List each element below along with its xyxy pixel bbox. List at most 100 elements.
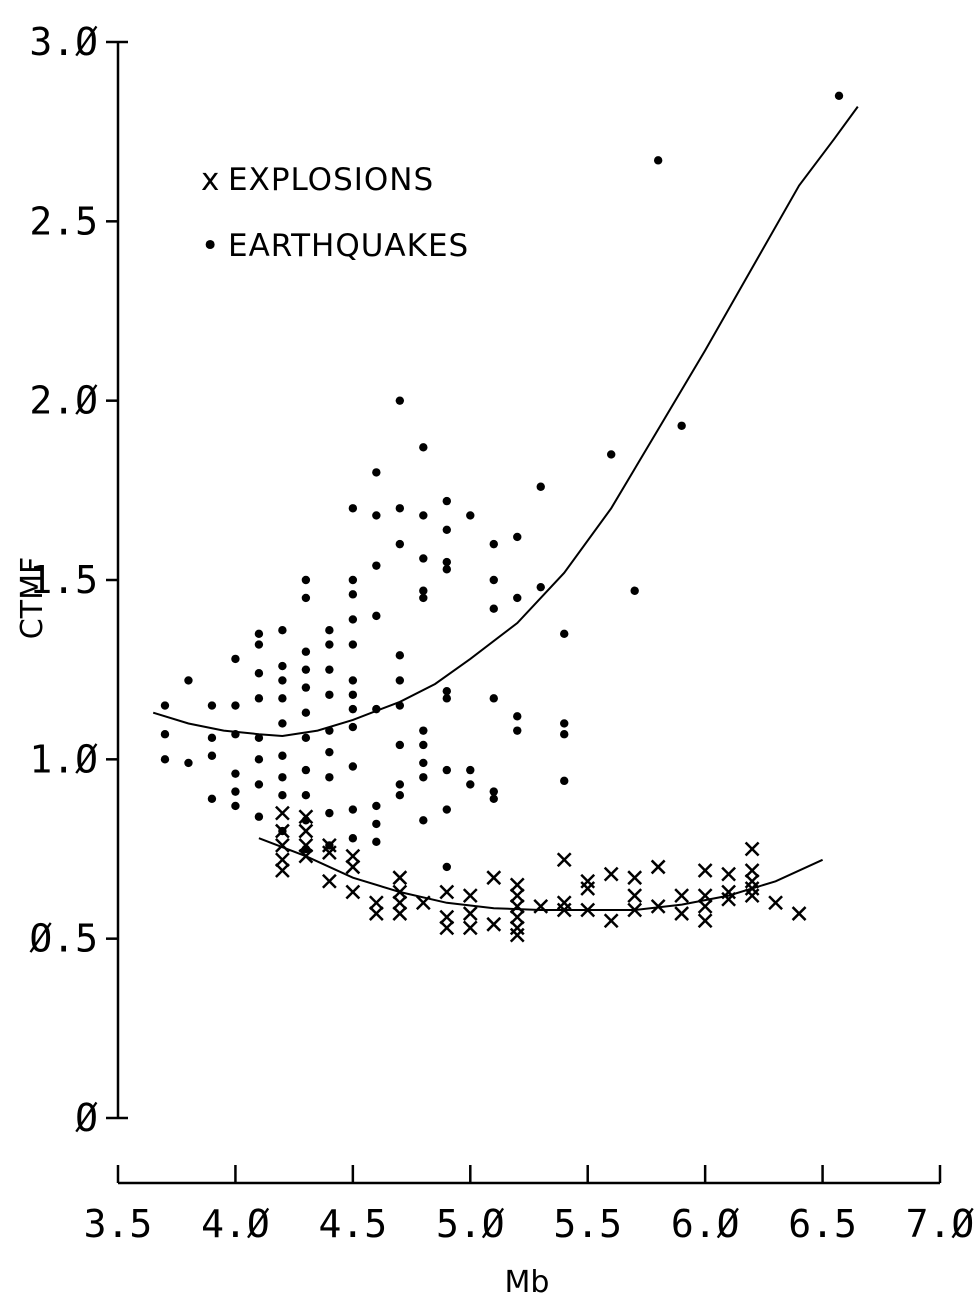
earthquake-point bbox=[301, 683, 311, 692]
explosion-point-stroke bbox=[509, 899, 525, 914]
earthquake-point bbox=[278, 626, 287, 635]
x-tick-label: 3.5 bbox=[84, 1202, 153, 1246]
earthquake-point bbox=[513, 712, 522, 721]
earthquake-point bbox=[301, 665, 311, 674]
explosion-point-stroke bbox=[321, 845, 337, 860]
earthquake-point bbox=[372, 801, 381, 811]
earthquake-point bbox=[278, 751, 287, 760]
explosion-point-stroke bbox=[744, 841, 760, 857]
explosion-point bbox=[275, 823, 290, 839]
x-tick-label: 7.Ø bbox=[906, 1202, 974, 1246]
explosion-point-stroke bbox=[580, 881, 596, 896]
explosion-point bbox=[415, 895, 431, 911]
explosion-point-stroke bbox=[345, 859, 361, 875]
explosion-point-stroke bbox=[533, 899, 549, 914]
explosion-point-stroke bbox=[275, 805, 290, 821]
earthquake-point bbox=[677, 421, 686, 430]
explosion-point bbox=[439, 884, 455, 900]
explosion-point bbox=[697, 899, 713, 914]
explosion-point bbox=[744, 873, 760, 889]
explosion-point bbox=[674, 888, 690, 904]
explosion-point bbox=[627, 870, 643, 886]
earthquake-point bbox=[254, 812, 264, 821]
explosion-point bbox=[768, 895, 783, 911]
explosion-point bbox=[275, 838, 290, 853]
explosion-point bbox=[298, 823, 314, 839]
earthquake-point bbox=[231, 730, 240, 739]
explosion-point-stroke bbox=[415, 895, 431, 911]
earthquake-point bbox=[419, 593, 428, 603]
explosion-point-stroke bbox=[486, 916, 502, 932]
earthquake-point bbox=[325, 808, 334, 818]
earthquake-point bbox=[348, 676, 358, 685]
explosion-point bbox=[697, 863, 713, 878]
earthquake-point bbox=[419, 511, 428, 520]
explosion-point-stroke bbox=[275, 863, 290, 878]
earthquake-point bbox=[325, 626, 334, 635]
explosion-point bbox=[650, 899, 666, 914]
explosion-point bbox=[697, 913, 713, 929]
earthquake-point bbox=[466, 765, 475, 775]
earthquake-point bbox=[160, 701, 170, 710]
explosion-point-stroke bbox=[697, 899, 713, 914]
explosion-point bbox=[345, 884, 361, 900]
explosion-point bbox=[556, 852, 572, 868]
earthquake-point bbox=[372, 511, 381, 520]
earthquake-point bbox=[372, 468, 381, 477]
earthquake-point bbox=[254, 669, 264, 678]
explosion-point-stroke bbox=[697, 888, 713, 904]
explosion-point bbox=[533, 899, 549, 914]
earthquake-point bbox=[419, 740, 428, 750]
explosion-point-stroke bbox=[298, 838, 314, 853]
explosion-point-stroke bbox=[509, 888, 525, 904]
earthquake-point bbox=[560, 730, 569, 739]
fit-curve bbox=[258, 837, 824, 911]
earthquake-point bbox=[278, 773, 287, 782]
explosion-point-stroke bbox=[768, 895, 783, 911]
explosion-point-stroke bbox=[368, 906, 384, 921]
earthquake-point bbox=[184, 758, 193, 768]
explosion-point bbox=[509, 877, 525, 893]
explosion-point bbox=[603, 913, 619, 929]
explosion-point bbox=[298, 809, 314, 825]
x-tick-label: 6.5 bbox=[788, 1202, 857, 1246]
earthquake-point bbox=[560, 719, 569, 728]
explosion-point bbox=[345, 859, 361, 875]
explosion-point bbox=[298, 838, 314, 853]
explosion-point-stroke bbox=[791, 906, 807, 921]
explosion-point-stroke bbox=[744, 863, 760, 878]
y-tick-label: 2.5 bbox=[29, 199, 98, 243]
explosion-point-stroke bbox=[556, 852, 572, 868]
explosion-point bbox=[439, 920, 455, 936]
earthquake-point bbox=[395, 676, 405, 685]
explosion-point bbox=[345, 848, 361, 864]
y-tick-label: Ø.5 bbox=[29, 917, 98, 961]
earthquake-point bbox=[489, 604, 498, 613]
explosion-point bbox=[580, 902, 596, 918]
explosion-point-stroke bbox=[298, 823, 314, 839]
explosion-point-stroke bbox=[392, 870, 408, 886]
explosion-point bbox=[392, 884, 408, 900]
explosion-point-stroke bbox=[462, 906, 478, 921]
explosion-point bbox=[392, 870, 408, 886]
explosion-point-stroke bbox=[486, 870, 502, 886]
explosion-point-stroke bbox=[298, 848, 314, 864]
earthquake-point bbox=[231, 787, 240, 796]
earthquake-point bbox=[372, 819, 381, 829]
explosion-point-stroke bbox=[321, 873, 337, 889]
explosion-point bbox=[509, 920, 525, 936]
earthquake-point bbox=[254, 780, 264, 789]
explosion-point bbox=[368, 895, 384, 911]
explosion-point-stroke bbox=[275, 823, 290, 839]
earthquake-point bbox=[231, 801, 240, 811]
explosion-point-stroke bbox=[509, 909, 525, 925]
earthquake-point bbox=[301, 765, 311, 775]
earthquake-point bbox=[489, 575, 498, 585]
earthquake-point bbox=[442, 496, 451, 506]
explosion-point-stroke bbox=[345, 848, 361, 864]
earthquake-point bbox=[560, 776, 569, 786]
earthquake-point bbox=[184, 676, 193, 685]
explosion-point bbox=[275, 805, 290, 821]
explosion-point bbox=[392, 906, 408, 921]
